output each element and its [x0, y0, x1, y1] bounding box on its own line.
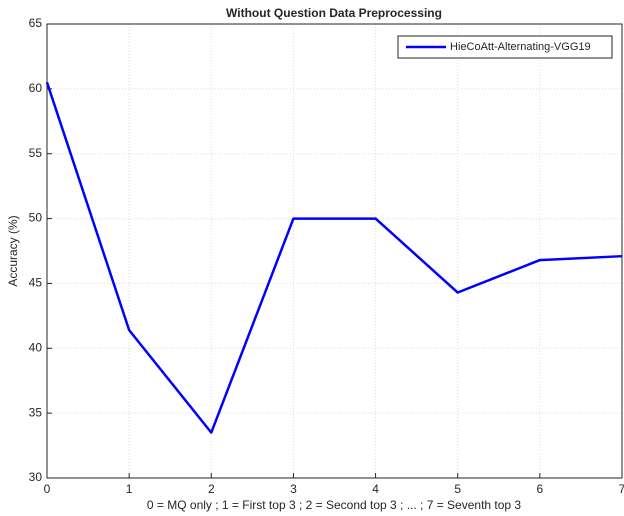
plot-frame [46, 23, 623, 479]
data-line [45, 81, 623, 434]
x-tick-label: 2 [208, 482, 215, 496]
x-tick-label: 3 [290, 482, 297, 496]
y-tick-label: 65 [29, 16, 43, 30]
x-tick-label: 7 [619, 482, 624, 496]
x-tick-label: 1 [126, 482, 133, 496]
y-tick-label: 50 [29, 211, 43, 225]
legend-box [397, 35, 613, 59]
x-tick-label: 6 [537, 482, 544, 496]
y-tick-label: 60 [29, 81, 43, 95]
y-tick-label: 55 [29, 146, 43, 160]
chart-title: Without Question Data Preprocessing [226, 6, 442, 20]
plot-area [47, 24, 622, 478]
x-tick-label: 4 [372, 482, 379, 496]
y-tick-label: 35 [29, 405, 43, 419]
y-tick-label: 40 [29, 340, 43, 354]
x-tick-label: 0 [44, 482, 51, 496]
legend-label: HieCoAtt-Alternating-VGG19 [450, 41, 591, 53]
x-tick-label: 5 [454, 482, 461, 496]
y-axis-label: Accuracy (%) [6, 215, 20, 286]
y-tick-label: 30 [29, 470, 43, 484]
x-axis-label: 0 = MQ only ; 1 = First top 3 ; 2 = Seco… [147, 498, 522, 512]
y-tick-label: 45 [29, 276, 43, 290]
